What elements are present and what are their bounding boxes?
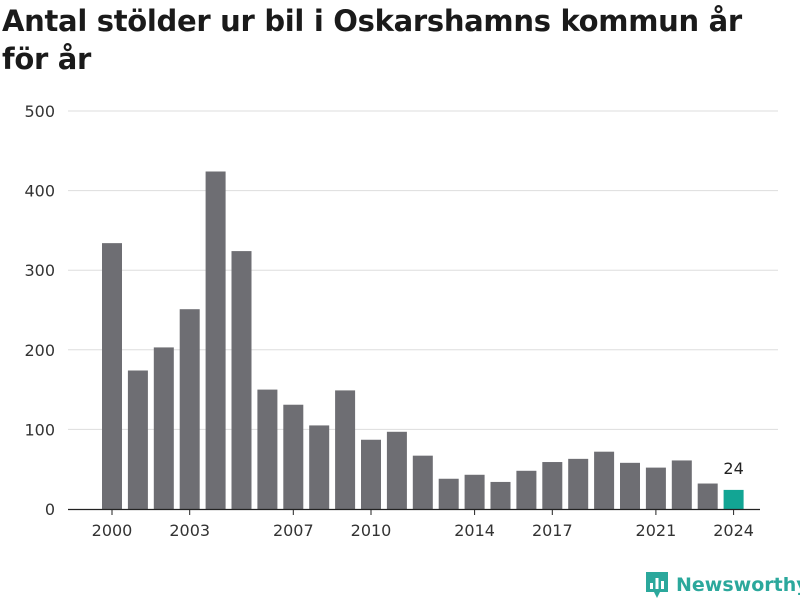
y-axis-labels: 0 100 200 300 400 500 [24, 102, 55, 519]
bar-2000 [102, 243, 122, 510]
bar-2017 [542, 462, 563, 509]
bar-2002 [153, 347, 174, 509]
x-tick-label: 2010 [351, 521, 392, 540]
bars [102, 171, 744, 510]
bar-2003 [179, 309, 200, 509]
newsworthy-logo-icon [646, 572, 668, 598]
y-tick-label: 200 [24, 341, 55, 360]
x-tick-label: 2000 [92, 521, 133, 540]
brand-logo: Newsworthy [644, 570, 800, 600]
bar-2009 [335, 390, 356, 509]
bar-2016 [516, 470, 537, 509]
x-tick-label: 2021 [636, 521, 677, 540]
bar-2005 [231, 251, 252, 509]
bar-2010 [361, 439, 381, 509]
brand-name: Newsworthy [676, 574, 800, 596]
y-tick-label: 100 [24, 420, 55, 439]
bar-2023 [697, 483, 718, 509]
bar-2008 [309, 425, 330, 509]
bar-2022 [671, 460, 692, 509]
bar-2012 [412, 455, 433, 509]
bar-2001 [127, 370, 148, 509]
x-tick-label: 2003 [169, 521, 210, 540]
bar-2021 [645, 467, 666, 509]
bar-2007 [283, 404, 304, 509]
bar-2011 [386, 431, 407, 509]
bar-2013 [438, 478, 459, 509]
bar-2014 [464, 474, 485, 509]
bar-2004 [205, 171, 226, 509]
bar-2024 [723, 489, 744, 509]
x-tick-label: 2014 [454, 521, 495, 540]
data-label-highlight: 24 [723, 459, 743, 478]
chart-title: Antal stölder ur bil i Oskarshamns kommu… [2, 4, 742, 76]
x-tick-label: 2017 [532, 521, 573, 540]
x-axis-labels: 2000 2003 2007 2010 2014 2017 2021 2024 [92, 521, 754, 540]
bar-2006 [257, 389, 278, 509]
bar-2020 [620, 462, 640, 509]
y-tick-label: 0 [45, 500, 55, 519]
data-labels: 24 [723, 459, 743, 478]
y-tick-label: 400 [24, 182, 55, 201]
bar-2018 [568, 458, 589, 509]
x-axis-ticks [111, 509, 735, 515]
x-tick-label: 2007 [273, 521, 314, 540]
bar-2019 [594, 451, 615, 509]
bar-2015 [490, 481, 511, 509]
y-tick-label: 300 [24, 261, 55, 280]
gridlines [68, 110, 778, 430]
x-tick-label: 2024 [713, 521, 754, 540]
y-tick-label: 500 [24, 102, 55, 121]
